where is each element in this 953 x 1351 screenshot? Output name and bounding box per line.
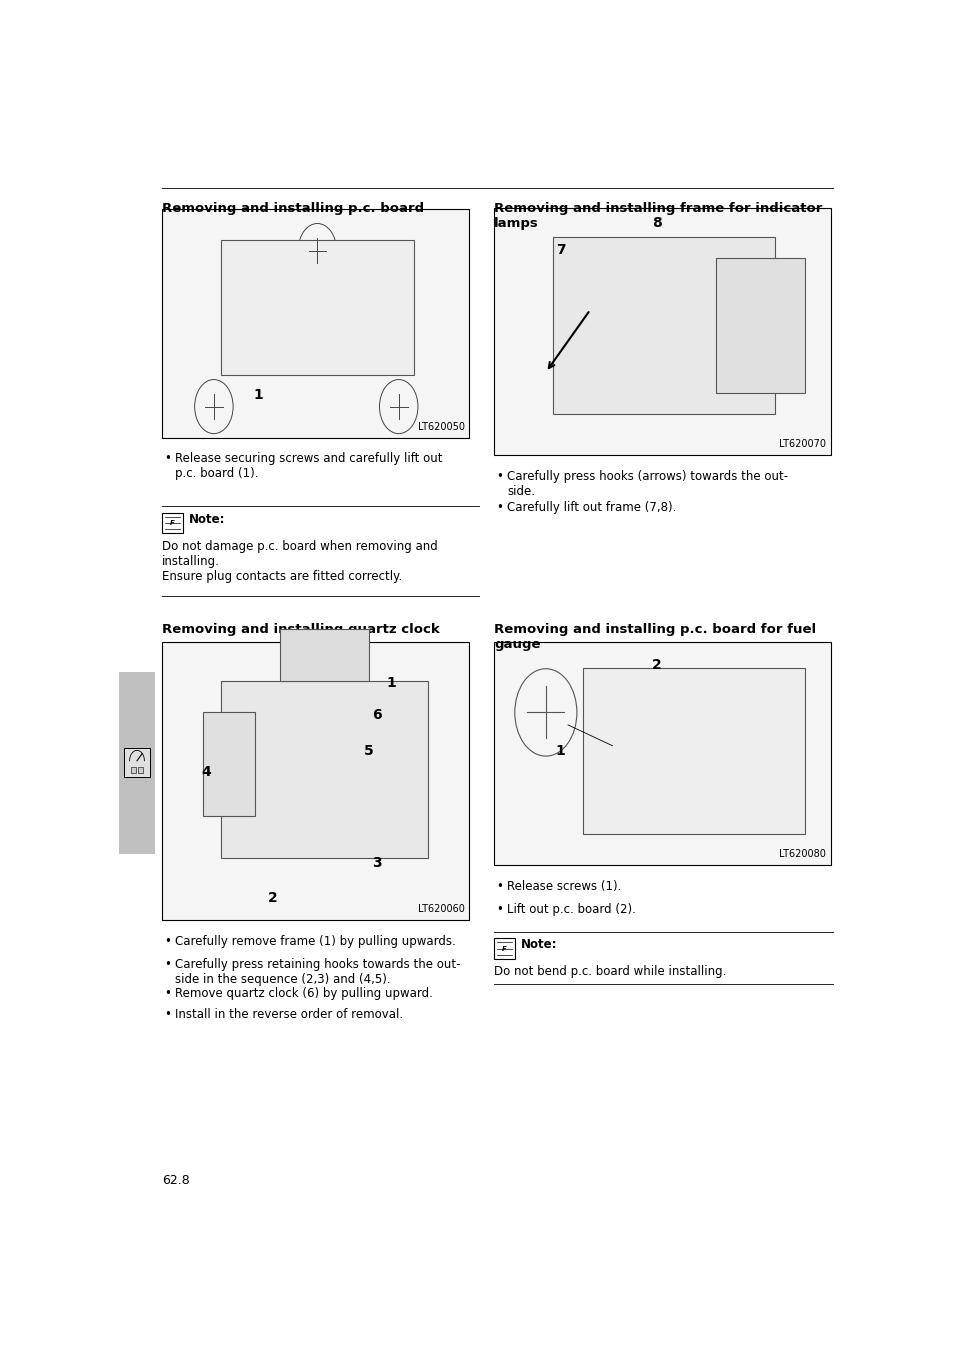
Text: LT620050: LT620050 xyxy=(417,422,464,431)
Bar xyxy=(203,712,254,816)
Text: 7: 7 xyxy=(556,242,565,257)
Text: F: F xyxy=(170,520,174,526)
Text: Removing and installing p.c. board for fuel
gauge: Removing and installing p.c. board for f… xyxy=(494,623,816,651)
Text: Removing and installing frame for indicator
lamps: Removing and installing frame for indica… xyxy=(494,201,821,230)
Text: Carefully lift out frame (7,8).: Carefully lift out frame (7,8). xyxy=(507,501,676,515)
Text: 6: 6 xyxy=(372,708,381,721)
Text: •: • xyxy=(165,988,172,1000)
Text: •: • xyxy=(165,935,172,948)
Text: •: • xyxy=(165,958,172,971)
Bar xyxy=(162,642,469,920)
Bar xyxy=(494,208,830,455)
Bar xyxy=(280,630,369,681)
Text: Carefully remove frame (1) by pulling upwards.: Carefully remove frame (1) by pulling up… xyxy=(175,935,456,948)
Bar xyxy=(553,236,774,413)
Text: Note:: Note: xyxy=(520,938,557,951)
Text: Remove quartz clock (6) by pulling upward.: Remove quartz clock (6) by pulling upwar… xyxy=(175,988,433,1000)
Text: Do not damage p.c. board when removing and
installing.
Ensure plug contacts are : Do not damage p.c. board when removing a… xyxy=(162,540,437,582)
Bar xyxy=(119,671,154,854)
Text: •: • xyxy=(497,470,503,484)
Text: Lift out p.c. board (2).: Lift out p.c. board (2). xyxy=(507,902,636,916)
Text: 62.8: 62.8 xyxy=(162,1174,190,1186)
Bar xyxy=(124,748,151,777)
Text: 2: 2 xyxy=(651,658,661,671)
Text: 3: 3 xyxy=(372,857,381,870)
Text: 4: 4 xyxy=(201,765,212,778)
Text: 1: 1 xyxy=(253,389,263,403)
Text: Removing and installing p.c. board: Removing and installing p.c. board xyxy=(162,201,424,215)
Text: Removing and installing quartz clock: Removing and installing quartz clock xyxy=(162,623,439,636)
Text: LT620070: LT620070 xyxy=(779,439,825,450)
Text: Note:: Note: xyxy=(189,512,225,526)
Bar xyxy=(162,209,469,438)
Text: Carefully press hooks (arrows) towards the out-
side.: Carefully press hooks (arrows) towards t… xyxy=(507,470,788,499)
Text: •: • xyxy=(165,453,172,465)
Text: •: • xyxy=(497,902,503,916)
Bar xyxy=(221,681,428,858)
Text: F: F xyxy=(501,946,506,951)
Text: LT620060: LT620060 xyxy=(417,904,464,915)
Bar xyxy=(582,667,803,834)
Bar xyxy=(162,512,183,534)
Bar xyxy=(494,938,515,959)
Bar xyxy=(715,258,803,393)
Bar xyxy=(494,642,830,866)
Text: Release securing screws and carefully lift out
p.c. board (1).: Release securing screws and carefully li… xyxy=(175,453,442,481)
Bar xyxy=(131,767,135,773)
Text: 8: 8 xyxy=(651,216,661,231)
Text: Carefully press retaining hooks towards the out-
side in the sequence (2,3) and : Carefully press retaining hooks towards … xyxy=(175,958,460,986)
Text: •: • xyxy=(165,1008,172,1021)
Text: 1: 1 xyxy=(556,744,565,758)
Text: 5: 5 xyxy=(364,744,374,758)
Text: 2: 2 xyxy=(268,890,277,905)
Bar xyxy=(138,767,143,773)
Text: Release screws (1).: Release screws (1). xyxy=(507,880,621,893)
Text: 1: 1 xyxy=(386,677,395,690)
Bar xyxy=(221,240,413,376)
Text: •: • xyxy=(497,880,503,893)
Text: Do not bend p.c. board while installing.: Do not bend p.c. board while installing. xyxy=(494,965,726,978)
Text: LT620080: LT620080 xyxy=(779,848,825,859)
Text: Install in the reverse order of removal.: Install in the reverse order of removal. xyxy=(175,1008,403,1021)
Text: •: • xyxy=(497,501,503,515)
